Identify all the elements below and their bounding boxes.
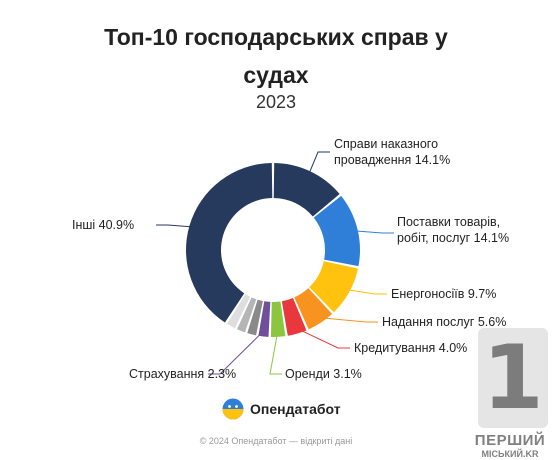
label-slice-10: Інші 40.9% xyxy=(72,218,134,232)
donut-slice-7 xyxy=(247,299,263,336)
watermark-number: 1 xyxy=(482,326,544,429)
donut-slice-8 xyxy=(237,297,257,333)
leader-line-6 xyxy=(208,330,265,375)
footer-copyright: © 2024 Опендатабот — відкриті дані xyxy=(199,436,353,446)
donut-slice-9 xyxy=(226,294,251,329)
chart-subtitle: 2023 xyxy=(255,92,297,112)
watermark-text-line2: МІСЬКИЙ.KR xyxy=(481,449,539,459)
label-slice-6: Страхування 2.3% xyxy=(129,367,236,381)
opendatabot-logo-icon xyxy=(222,398,244,420)
brand-name: Опендатабот xyxy=(250,401,341,417)
leader-line-1 xyxy=(351,230,394,234)
watermark-logo: 1 ПЕРШИЙ МІСЬКИЙ.KR xyxy=(468,328,552,460)
label-slice-3: Надання послуг 5.6% xyxy=(382,315,506,329)
donut-slice-6 xyxy=(258,301,271,337)
donut-slice-4 xyxy=(281,298,307,336)
donut-slice-10 xyxy=(186,163,273,323)
donut-slice-2 xyxy=(309,261,358,313)
leader-line-4 xyxy=(295,327,350,349)
brand: Опендатабот xyxy=(222,398,341,420)
leader-line-2 xyxy=(343,288,387,295)
leader-line-5 xyxy=(269,330,282,375)
watermark-text-line1: ПЕРШИЙ xyxy=(474,432,546,449)
donut-slice-3 xyxy=(294,288,333,330)
label-slice-1-line2: робіт, послуг 14.1% xyxy=(397,231,509,245)
donut-slices xyxy=(186,163,360,337)
leader-line-10 xyxy=(156,224,196,228)
leader-line-0 xyxy=(307,151,330,178)
chart-title: Топ-10 господарських справ у судах xyxy=(0,18,552,94)
donut-slice-0 xyxy=(273,163,340,217)
label-slice-2: Енергоносіїв 9.7% xyxy=(391,287,496,301)
label-slice-5: Оренди 3.1% xyxy=(285,367,362,381)
leader-line-3 xyxy=(317,317,378,323)
watermark-badge: 1 xyxy=(478,328,548,428)
chart-title-line1: Топ-10 господарських справ у xyxy=(104,24,448,50)
label-leader-lines xyxy=(156,151,394,375)
donut-slice-1 xyxy=(313,195,360,267)
chart-title-line2: судах xyxy=(243,62,309,88)
donut-slice-5 xyxy=(270,301,286,337)
label-slice-4: Кредитування 4.0% xyxy=(354,341,467,355)
label-slice-0-line2: провадження 14.1% xyxy=(334,153,450,167)
label-slice-1-line1: Поставки товарів, xyxy=(397,215,500,229)
label-slice-0-line1: Справи наказного xyxy=(334,137,438,151)
slice-labels: Справи наказного провадження 14.1% Поста… xyxy=(72,137,509,381)
